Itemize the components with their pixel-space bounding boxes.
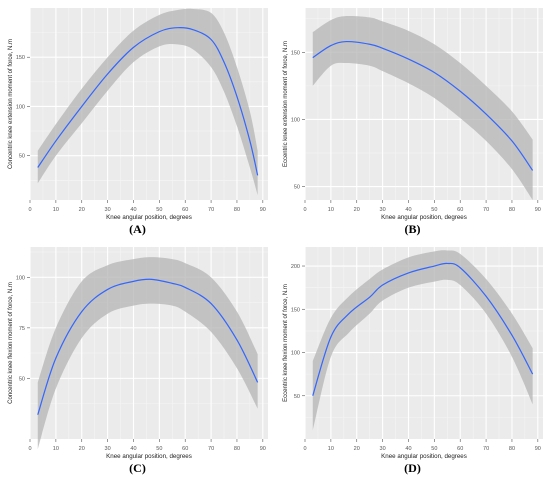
x-tick-label: 10 — [328, 446, 334, 452]
x-tick-label: 80 — [234, 446, 240, 452]
chart-b: 0 10 20 30 40 50 60 70 80 90 50 100 150 Knee angular … — [283, 8, 543, 221]
y-tick-label: 100 — [291, 117, 300, 123]
x-tick-label: 20 — [354, 207, 360, 213]
x-tick-label: 20 — [354, 446, 360, 452]
x-tick-label: 80 — [509, 446, 515, 452]
panel-c: 0 10 20 30 40 50 60 70 80 90 50 75 100 Knee angular p… — [0, 239, 275, 478]
x-tick-label: 80 — [234, 207, 240, 213]
x-tick-label: 40 — [130, 446, 136, 452]
y-tick-label: 100 — [16, 104, 25, 110]
y-tick-label: 100 — [291, 351, 300, 357]
x-tick-label: 40 — [405, 446, 411, 452]
x-tick-label: 90 — [535, 446, 541, 452]
panel-d: 0 10 20 30 40 50 60 70 80 90 50 100 150 200 Knee angul… — [275, 239, 550, 478]
x-tick-label: 40 — [405, 207, 411, 213]
x-tick-label: 0 — [303, 446, 306, 452]
chart-a: 0 10 20 30 40 50 60 70 80 90 50 100 150 Knee angular … — [8, 8, 268, 221]
x-tick-label: 10 — [53, 446, 59, 452]
x-tick-label: 90 — [260, 446, 266, 452]
fitted-line — [37, 278, 259, 415]
y-axis-label: Eccentric knee extension moment of force… — [283, 41, 289, 167]
y-tick-label: 200 — [291, 264, 300, 270]
x-tick-label: 30 — [105, 446, 111, 452]
caption-d: (D) — [404, 461, 421, 475]
x-tick-label: 60 — [182, 207, 188, 213]
caption-a: (A) — [129, 222, 146, 236]
x-tick-label: 40 — [130, 207, 136, 213]
confidence-band — [312, 250, 533, 431]
x-tick-label: 70 — [208, 207, 214, 213]
x-axis-label: Knee angular position, degrees — [381, 214, 467, 221]
y-tick-label: 100 — [16, 275, 25, 281]
x-tick-label: 30 — [380, 446, 386, 452]
panel-b: 0 10 20 30 40 50 60 70 80 90 50 100 150 Knee angular … — [275, 0, 550, 239]
x-tick-label: 60 — [457, 446, 463, 452]
y-axis-label: Concentric knee extension moment of forc… — [8, 39, 14, 169]
x-tick-label: 30 — [380, 207, 386, 213]
x-tick-label: 60 — [457, 207, 463, 213]
x-tick-label: 50 — [156, 446, 162, 452]
x-tick-label: 70 — [483, 446, 489, 452]
y-axis-label: Concentric knee flexion moment of force,… — [8, 282, 14, 404]
x-tick-label: 70 — [483, 207, 489, 213]
y-tick-label: 150 — [291, 50, 300, 56]
confidence-band — [37, 257, 258, 450]
x-tick-label: 10 — [53, 207, 59, 213]
x-tick-label: 0 — [28, 446, 31, 452]
x-tick-label: 30 — [105, 207, 111, 213]
y-tick-label: 150 — [291, 307, 300, 313]
y-tick-label: 50 — [19, 376, 25, 382]
caption-b: (B) — [404, 222, 421, 236]
x-tick-label: 90 — [260, 207, 266, 213]
confidence-band — [37, 8, 258, 196]
fitted-line — [37, 26, 259, 176]
y-tick-label: 50 — [294, 185, 300, 191]
chart-d: 0 10 20 30 40 50 60 70 80 90 50 100 150 200 Knee angul… — [283, 247, 543, 460]
x-tick-label: 70 — [208, 446, 214, 452]
x-axis-label: Knee angular position, degrees — [106, 214, 192, 221]
x-axis-label: Knee angular position, degrees — [106, 453, 192, 460]
x-tick-label: 50 — [431, 207, 437, 213]
y-axis-label: Eccentric knee flexion moment of force, … — [283, 284, 289, 402]
x-tick-label: 20 — [79, 446, 85, 452]
x-tick-label: 0 — [303, 207, 306, 213]
panel-a: 0 10 20 30 40 50 60 70 80 90 50 100 150 Knee angular … — [0, 0, 275, 239]
x-tick-label: 0 — [28, 207, 31, 213]
y-tick-label: 75 — [19, 326, 25, 332]
x-tick-label: 10 — [328, 207, 334, 213]
x-tick-label: 60 — [182, 446, 188, 452]
y-tick-label: 50 — [19, 154, 25, 160]
x-tick-label: 20 — [79, 207, 85, 213]
y-tick-label: 50 — [294, 394, 300, 400]
chart-c: 0 10 20 30 40 50 60 70 80 90 50 75 100 Knee angular p… — [8, 247, 268, 460]
x-tick-label: 80 — [509, 207, 515, 213]
caption-c: (C) — [129, 461, 146, 475]
x-tick-label: 50 — [431, 446, 437, 452]
x-tick-label: 90 — [535, 207, 541, 213]
fitted-line — [312, 262, 534, 396]
confidence-band — [312, 15, 533, 201]
x-axis-label: Knee angular position, degrees — [381, 453, 467, 460]
x-tick-label: 50 — [156, 207, 162, 213]
y-tick-label: 150 — [16, 55, 25, 61]
fitted-line — [312, 40, 534, 171]
